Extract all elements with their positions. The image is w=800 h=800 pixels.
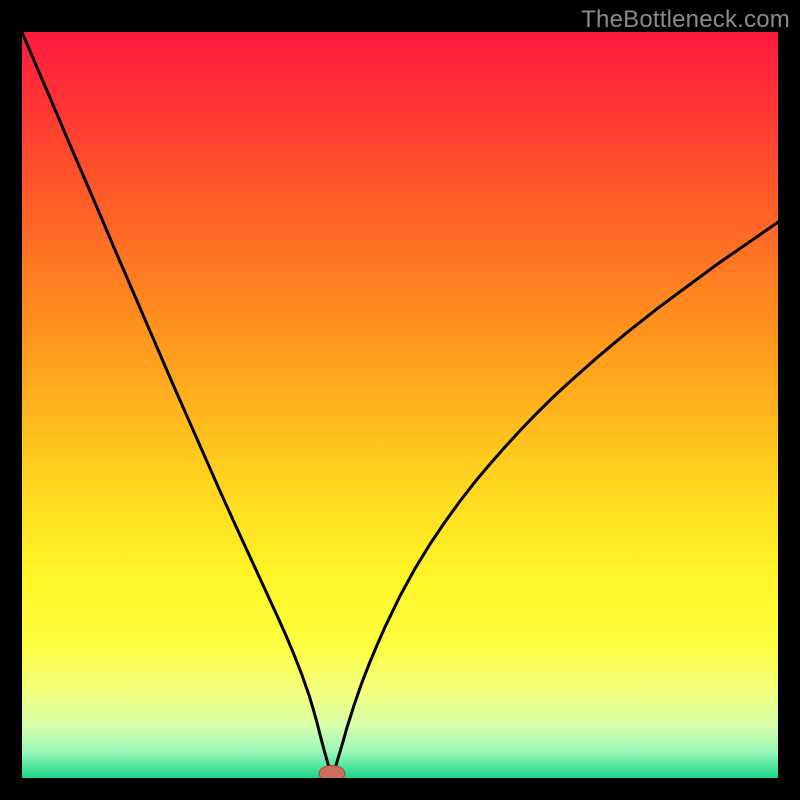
- watermark-text: TheBottleneck.com: [581, 6, 790, 34]
- chart-svg-layer: [22, 32, 778, 778]
- chart-plot-area: [22, 32, 778, 778]
- optimal-point-marker: [319, 766, 345, 778]
- bottleneck-curve: [22, 32, 778, 778]
